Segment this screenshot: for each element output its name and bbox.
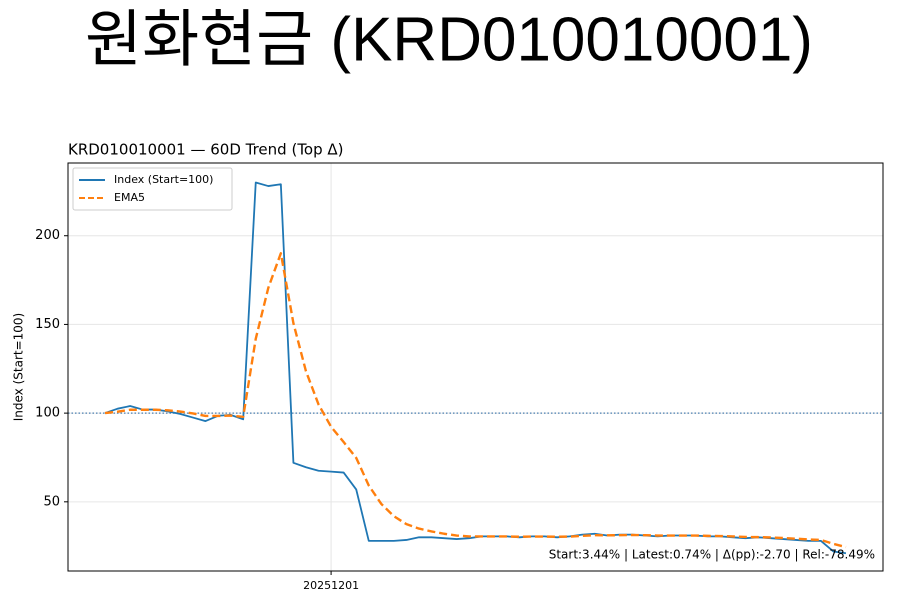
plot-frame <box>67 162 884 572</box>
y-axis-label: Index (Start=100) <box>12 313 26 422</box>
y-tick-label: 50 <box>43 494 60 509</box>
y-tick-label: 150 <box>35 317 60 332</box>
legend-label: EMA5 <box>114 191 145 204</box>
x-tick-label: 20251201 <box>303 579 359 592</box>
data-line <box>104 252 847 549</box>
legend-box <box>72 167 233 211</box>
legend-label: Index (Start=100) <box>114 173 213 186</box>
y-tick-label: 100 <box>35 406 60 421</box>
data-line <box>104 181 847 555</box>
page-title: 원화현금 (KRD010010001) <box>85 5 813 74</box>
chart-title: KRD010010001 — 60D Trend (Top Δ) <box>68 141 344 159</box>
y-tick-label: 200 <box>35 228 60 243</box>
annotation: Start:3.44% | Latest:0.74% | Δ(pp):-2.70… <box>549 548 875 562</box>
